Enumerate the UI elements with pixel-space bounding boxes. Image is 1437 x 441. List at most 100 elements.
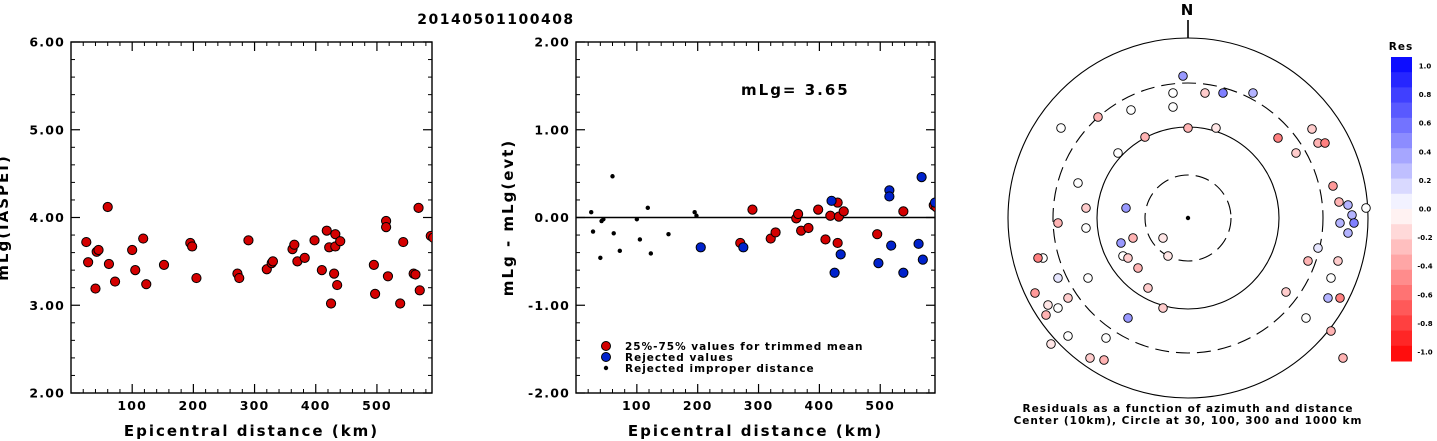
colorbar-segment: [1391, 209, 1412, 225]
data-point: [382, 271, 394, 282]
y-tick-label: 5.00: [29, 122, 65, 137]
data-point: [83, 257, 94, 268]
data-point: [138, 233, 149, 244]
residual-point: [1123, 313, 1133, 323]
residual-panel: 100 200 300 400 500 -2.00 -1.00 0.00 1.00 2.00 Epi…: [499, 35, 936, 440]
data-point: [329, 268, 340, 279]
data-point: [825, 210, 836, 221]
residual-point: [1126, 105, 1136, 115]
residual-point: [1053, 273, 1063, 283]
x-tick-label: 500: [362, 398, 392, 413]
residual-point: [1178, 71, 1188, 81]
residual-point: [1143, 283, 1153, 293]
residual-point: [1041, 310, 1051, 320]
colorbar-segment: [1391, 133, 1412, 149]
residual-point: [1116, 238, 1126, 248]
residual-point: [1168, 88, 1178, 98]
residual-point: [1030, 288, 1040, 298]
center-point: [1185, 215, 1191, 221]
y-tick-label: -1.00: [528, 298, 570, 313]
data-point: [898, 206, 909, 217]
data-point: [321, 225, 332, 236]
residual-point: [1123, 253, 1133, 263]
data-point: [695, 242, 706, 253]
x-tick-label: 200: [179, 398, 209, 413]
residual-point: [1121, 203, 1131, 213]
data-point: [694, 213, 699, 218]
residual-point: [1081, 223, 1091, 233]
data-point: [917, 254, 928, 265]
colorbar-segment: [1391, 178, 1412, 195]
residual-point: [1343, 228, 1353, 238]
residual-point: [1163, 251, 1173, 261]
data-point: [838, 206, 849, 217]
data-point: [747, 204, 758, 215]
data-point: [127, 244, 138, 256]
y-tick-label: 6.00: [29, 35, 65, 50]
residual-point: [1328, 181, 1338, 191]
residual-point: [1168, 102, 1178, 112]
residual-point: [1361, 203, 1371, 213]
residual-point: [1183, 123, 1193, 133]
residual-point: [1158, 233, 1168, 243]
data-point: [332, 279, 343, 291]
data-point: [872, 229, 883, 240]
residual-point: [1099, 355, 1109, 365]
data-point: [645, 205, 650, 211]
colorbar-segment: [1391, 315, 1412, 332]
data-point: [289, 239, 300, 250]
data-point: [309, 235, 320, 246]
colorbar-segment: [1391, 330, 1412, 347]
data-point: [610, 174, 615, 179]
residual-point: [1343, 200, 1353, 210]
residual-point: [1053, 218, 1063, 228]
residual-point: [1333, 256, 1343, 266]
colorbar-segment: [1391, 117, 1412, 134]
caption-line-2: Center (10km), Circle at 30, 100, 300 an…: [1014, 415, 1363, 427]
residual-point: [1063, 293, 1073, 303]
data-point: [109, 276, 121, 287]
data-point: [398, 236, 409, 248]
magnitude-panel: 100 200 300 400 500 2.00 3.00 4.00 5.00 6.00 Epice…: [0, 35, 433, 440]
data-point: [820, 234, 831, 245]
legend-label: Rejected improper distance: [625, 363, 815, 375]
residual-point: [1211, 123, 1221, 133]
colorbar-tick-label: 0.6: [1419, 120, 1432, 128]
data-point: [598, 255, 603, 261]
residual-point: [1347, 210, 1357, 220]
magnitude-annotation: mLg= 3.65: [741, 81, 850, 99]
data-point: [90, 283, 101, 294]
data-point: [835, 249, 846, 260]
x-tick-label: 200: [683, 398, 713, 413]
data-point: [330, 229, 341, 240]
x-tick-label: 400: [301, 398, 331, 413]
legend-marker: [601, 352, 611, 362]
data-point: [381, 222, 392, 233]
data-point: [666, 231, 671, 237]
y-tick-label: 0.00: [534, 210, 570, 225]
residual-point: [1053, 303, 1063, 313]
residual-point: [1320, 138, 1330, 148]
data-point: [234, 272, 245, 284]
residual-point: [1307, 124, 1317, 134]
residual-point: [1335, 293, 1345, 303]
residual-point: [1081, 203, 1091, 213]
data-point: [395, 298, 406, 309]
colorbar-tick-label: -0.8: [1417, 320, 1432, 328]
residual-point: [1323, 293, 1333, 303]
data-point: [916, 172, 927, 183]
data-point: [413, 202, 424, 213]
colorbar-title: Res: [1389, 41, 1413, 53]
data-point: [368, 259, 379, 270]
data-point: [884, 191, 895, 202]
residual-point: [1085, 353, 1095, 363]
data-point: [832, 237, 843, 249]
data-point: [316, 265, 327, 276]
data-point: [325, 298, 337, 309]
x-axis-label: Epicentral distance (km): [124, 422, 379, 440]
x-tick-label: 300: [744, 398, 774, 413]
colorbar-segment: [1391, 269, 1412, 286]
distance-circle: [1052, 82, 1324, 354]
residual-point: [1303, 256, 1313, 266]
legend-marker: [601, 341, 611, 351]
